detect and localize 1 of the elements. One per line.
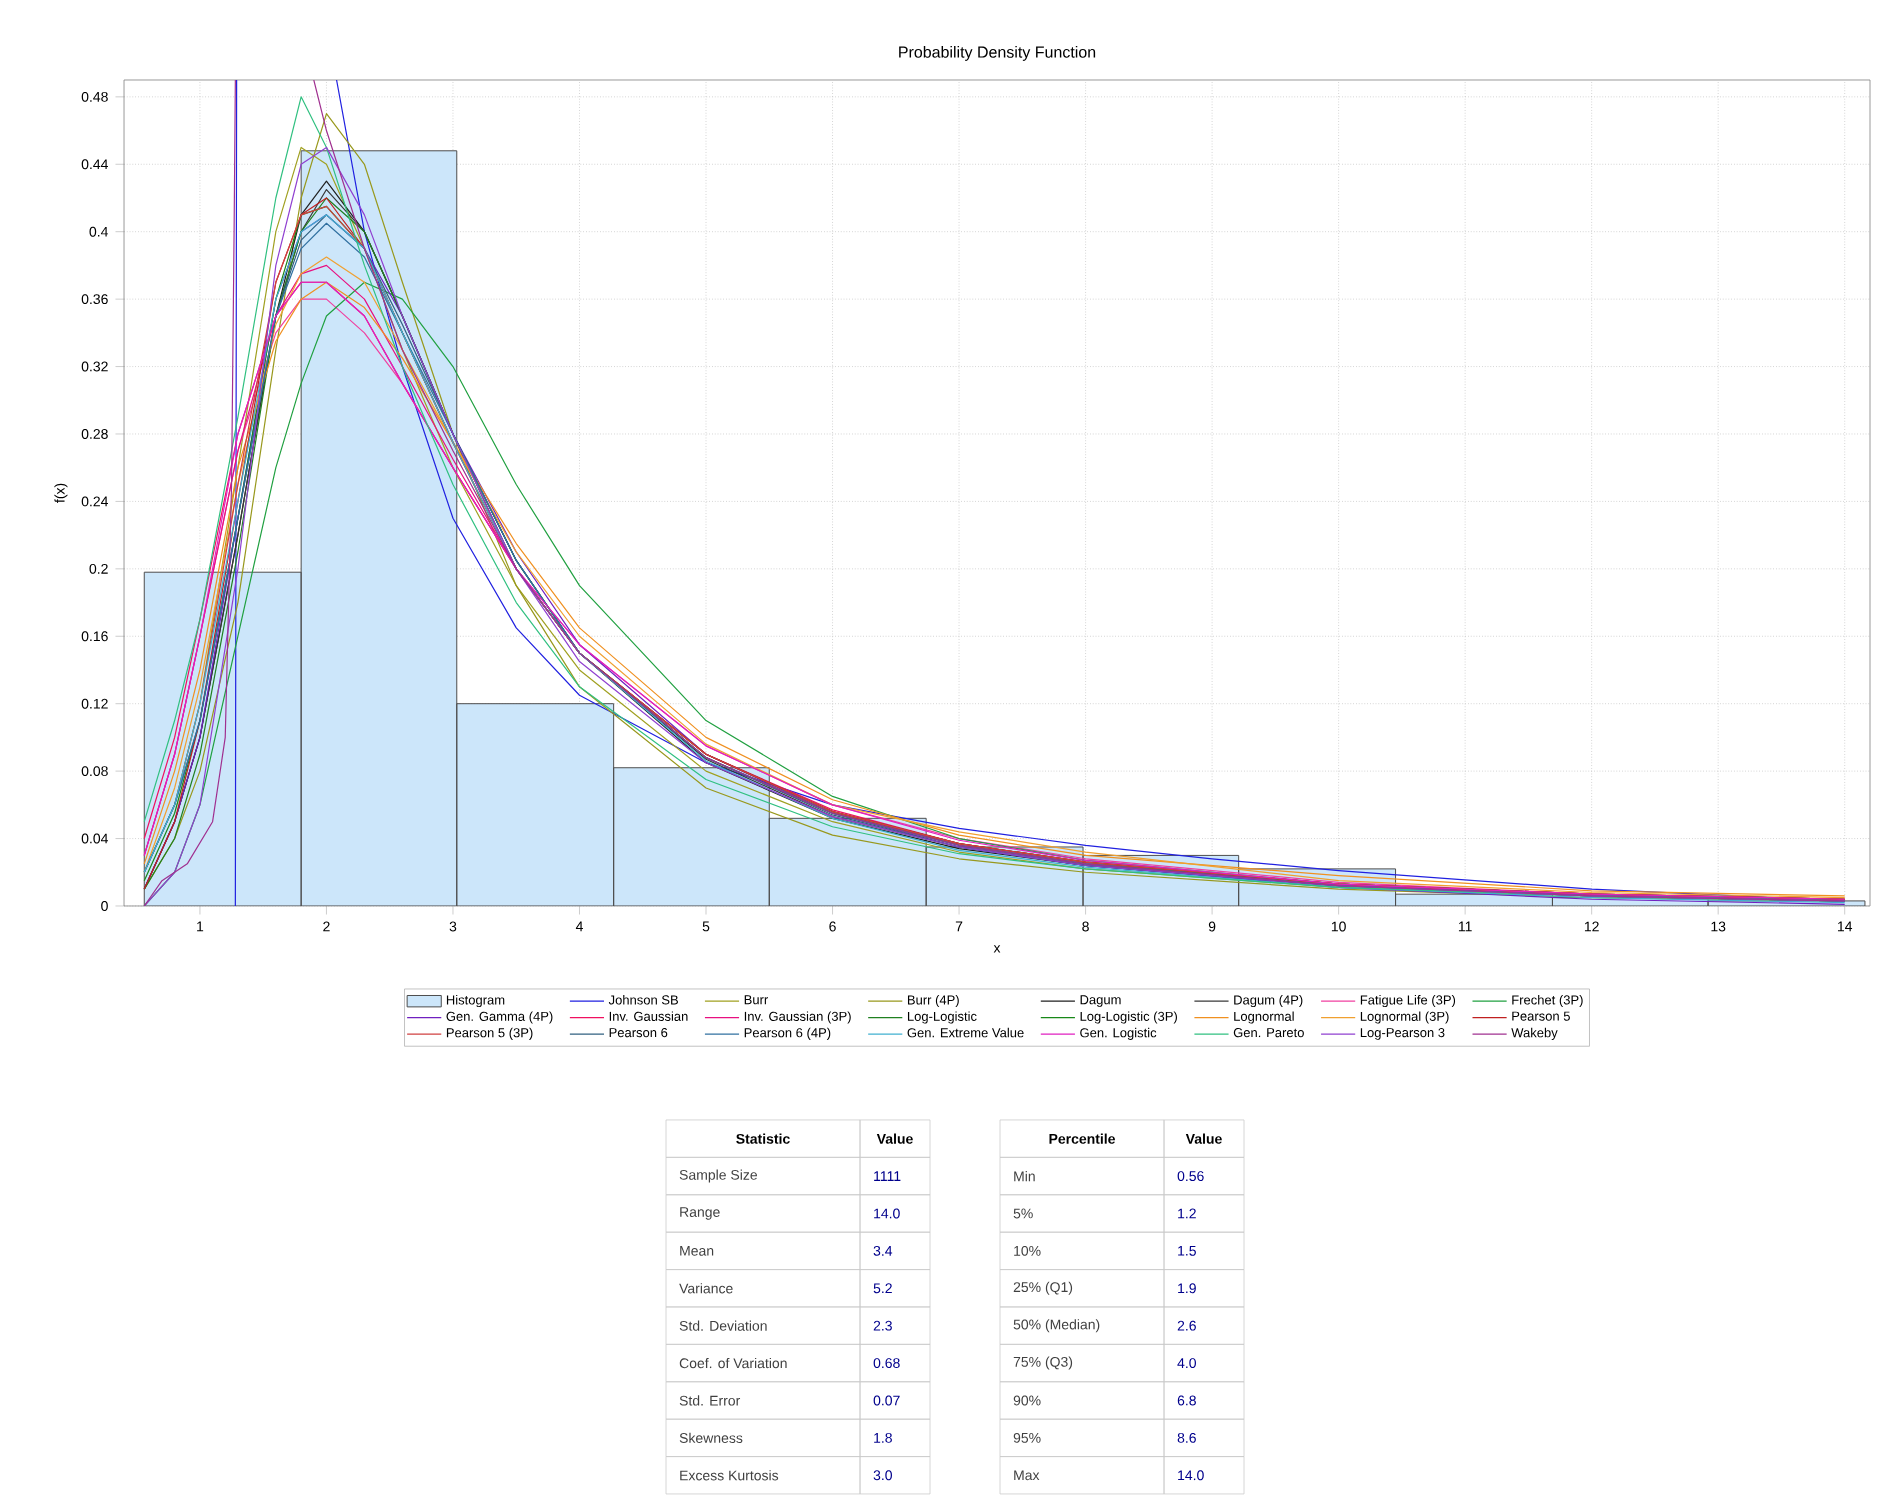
chart-title: Probability Density Function — [899, 45, 1096, 61]
